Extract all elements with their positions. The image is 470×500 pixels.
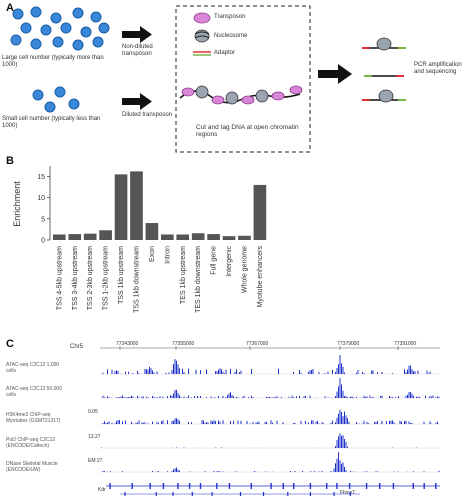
nucleosome-legend-icon: [194, 29, 210, 43]
bar-11: [222, 236, 236, 240]
panel-a-illustration: [10, 5, 406, 153]
dna-transposons-icon: [181, 85, 303, 105]
track-signal-1: [102, 355, 431, 374]
diluted-caption: Diluted transposon: [122, 112, 173, 118]
x-tick-label-1: TSS 3-4kb upstream: [72, 246, 79, 310]
coord-5: 77391000: [394, 341, 417, 347]
y-tick-label-1: 5: [41, 216, 45, 223]
gene-label-2: Fbxw7: [340, 490, 355, 496]
track-label-1: ATAC-seq C2C12 1,000 cells: [6, 362, 60, 374]
gene-label-1: Kdr: [98, 487, 106, 493]
x-tick-label-13: Myotube enhancers: [257, 246, 264, 308]
x-tick-label-3: TSS 1-2kb upstream: [103, 246, 110, 310]
coord-3: 77367000: [246, 341, 269, 347]
x-tick-label-4: TSS 1kb upstream: [118, 246, 125, 304]
chromosome-label: Chr5: [70, 344, 84, 350]
transposon-legend-icon: [193, 12, 211, 24]
x-tick-label-0: TSS 4-5kb upstream: [56, 246, 63, 310]
arrow-pcr: [318, 64, 352, 84]
pcr-fragments-icon: [362, 37, 406, 103]
track-max-3: 0.05: [88, 409, 98, 415]
y-axis-label: Enrichment: [12, 181, 22, 227]
enrichment-bar-chart: 0 5 10 15 Enrichment TSS 4-5kb upstream TSS 3-…: [12, 166, 267, 313]
x-tick-label-10: Full gene: [211, 246, 218, 275]
bar-2: [83, 233, 97, 240]
bar-1: [68, 234, 82, 240]
x-tick-label-7: Intron: [164, 246, 171, 264]
bar-3: [99, 230, 112, 240]
panel-a-label: A: [6, 2, 14, 14]
arrow-nondiluted: [122, 26, 152, 43]
bar-12: [238, 235, 251, 240]
bar-10: [207, 234, 220, 240]
bar-13: [253, 184, 267, 240]
gene-model-exons-2: [124, 492, 351, 496]
track-label-2: ATAC-seq C2C12 50,000 cells: [6, 386, 62, 398]
bar-4: [114, 174, 128, 240]
bar-7: [161, 234, 174, 240]
track-max-5: EM 27: [88, 458, 103, 464]
track-label-4: Pol2 ChIP-seq C2C12 (ENCODE/Caltech): [6, 437, 56, 449]
bar-9: [191, 233, 205, 240]
gene-model-exons: [109, 483, 437, 489]
track-signal-4: [101, 433, 417, 448]
coord-2: 77355000: [172, 341, 195, 347]
y-tick-label-2: 10: [37, 195, 45, 202]
legend-transposon: Transposon: [214, 14, 246, 20]
x-tick-label-11: Intergenic: [226, 246, 233, 277]
nondiluted-caption: Non-diluted transposon: [122, 44, 153, 57]
pcr-caption: PCR amplification and sequencing: [414, 62, 462, 75]
arrow-diluted: [122, 93, 152, 110]
panel-b-label: B: [6, 155, 14, 167]
x-tick-label-12: Whole genome: [241, 246, 248, 293]
genome-browser-tracks: [100, 346, 440, 496]
track-signal-3: [102, 409, 438, 424]
legend-nucleosome: Nucleosome: [214, 33, 248, 39]
bar-0: [53, 234, 66, 240]
bar-5: [130, 171, 143, 240]
track-signal-2: [102, 378, 440, 398]
track-label-5: DNase Skeletal Muscle (ENCODE/UW): [6, 461, 58, 473]
small-cell-cluster: [32, 86, 80, 113]
x-tick-label-6: Exon: [149, 246, 156, 262]
coord-1: 77343000: [116, 341, 139, 347]
cut-tag-caption: Cut and tag DNA at open chromatin region…: [196, 124, 299, 138]
x-tick-label-5: TSS 1kb downstream: [133, 246, 140, 313]
x-tick-label-2: TSS 2-3kb upstream: [87, 246, 94, 310]
track-max-4: 13.27: [88, 434, 101, 440]
dna-nucleosomes-icon: [195, 85, 269, 105]
track-label-3: H3K4me3 ChIP-seq Myotubes (GSM721317): [6, 412, 61, 424]
panel-c-label: C: [6, 338, 14, 350]
x-tick-label-8: TES 1kb upstream: [180, 246, 187, 304]
small-cells-caption: Small cell number (typically less than 1…: [2, 116, 101, 129]
x-tick-label-9: TES 1kb downstream: [195, 246, 202, 313]
y-tick-label-0: 0: [41, 238, 45, 245]
legend-adaptor: Adaptor: [214, 50, 236, 56]
bar-8: [176, 234, 190, 240]
adaptor-legend-icon: [193, 51, 211, 56]
process-dashed-box: [175, 5, 311, 153]
track-signal-5: [102, 452, 440, 472]
large-cell-cluster: [10, 6, 110, 51]
bar-6: [145, 223, 159, 240]
y-tick-label-3: 15: [37, 174, 45, 181]
coord-4: 77379000: [337, 341, 360, 347]
large-cells-caption: Large cell number (typically more than 1…: [2, 55, 104, 68]
